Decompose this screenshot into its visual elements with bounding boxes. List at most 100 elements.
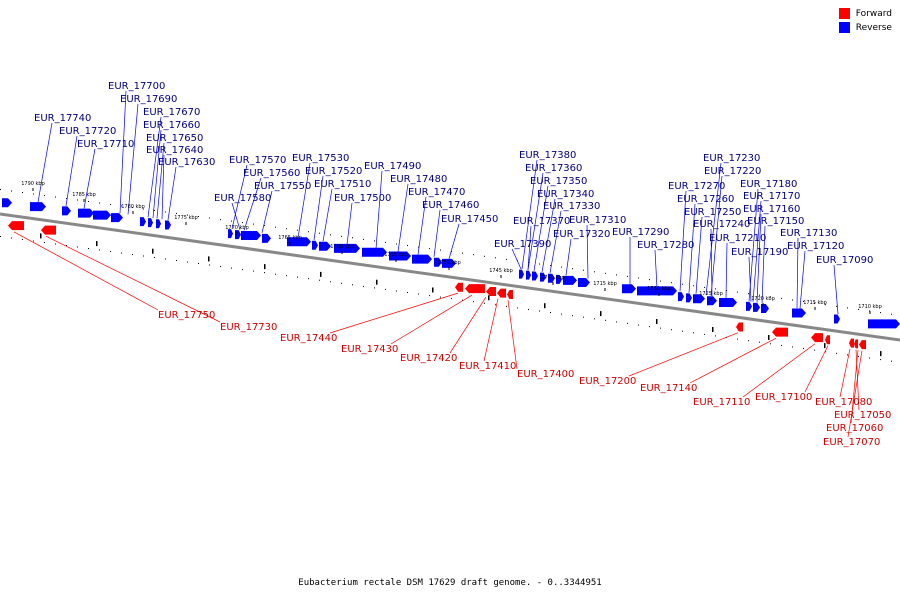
reverse-leader-line [448,223,460,259]
dot [726,290,727,291]
dot [506,305,507,307]
reverse-leader-line [586,224,589,279]
reverse-gene-label: EUR_17120 [787,241,844,252]
tick-label: 1725 kbp [699,291,723,297]
forward-gene-label: EUR_17140 [640,383,697,394]
dot [748,340,749,342]
reverse-gene-arrow [434,257,442,267]
dot [242,269,243,271]
reverse-gene-arrow [241,230,261,240]
tick-label: 1730 kbp [647,286,671,292]
reverse-leader-line [527,225,532,270]
label-leader-lines [13,90,863,438]
dot [363,238,364,240]
dot [264,272,265,274]
dot [308,231,309,233]
reverse-gene-label: EUR_17240 [693,219,750,230]
forward-leader-line [390,294,473,345]
reverse-leader-line [565,238,572,276]
reverse-gene-label: EUR_17570 [229,155,286,166]
dot [165,211,166,213]
dot [781,297,782,299]
forward-leader-line [839,348,851,398]
reverse-gene-arrow [540,272,546,282]
dot [55,196,56,198]
tick-labels: 1790 kbp 1785 kbp 1780 kbp 1775 kbp 1770 kbp… [21,181,882,314]
reverse-gene-label: EUR_17470 [408,187,465,198]
reverse-leader-line [752,200,762,302]
forward-leader-line [483,298,499,362]
reverse-gene-label: EUR_17490 [364,161,421,172]
dot [638,324,639,326]
reverse-gene-arrow [693,294,705,304]
minor-tick [96,241,98,247]
reverse-leader-line [297,162,311,238]
dot [418,293,419,295]
dot [66,198,67,199]
dot [110,251,111,252]
dot [440,249,441,251]
dot [594,271,595,273]
reverse-gene-arrow [622,284,636,294]
reverse-gene-arrow [548,273,555,283]
reverse-gene-arrow [637,286,677,296]
tick-label: 1765 kbp [278,235,302,241]
reverse-gene-arrow [868,319,900,329]
dot [264,225,265,227]
forward-gene-arrow [455,282,463,292]
dot [396,290,397,292]
reverse-leader-line [433,209,441,257]
dot [374,287,375,289]
reverse-leader-line [83,148,96,209]
reverse-gene-arrow [165,220,171,230]
forward-leader-line [507,300,518,370]
forward-gene-label: EUR_17200 [579,376,636,387]
forward-gene-arrow [497,288,506,298]
forward-leader-line [628,332,739,377]
dot [550,312,551,313]
reverse-leader-line [397,183,409,252]
dot [484,302,485,304]
reverse-gene-label: EUR_17360 [525,163,582,174]
reverse-leader-line [748,188,759,302]
reverse-leader-line [541,198,556,272]
dot [231,267,232,269]
dot [451,298,452,300]
minor-tick [376,279,378,285]
dot [286,275,287,277]
dot [583,269,584,271]
tick-label: 1720 kbp [751,296,775,302]
tick-label: 1715 kbp [593,281,617,287]
legend-reverse: Reverse [838,22,892,33]
reverse-leader-line [521,159,538,270]
tick-dots [0,189,892,362]
dot [506,258,507,260]
dot [88,201,89,202]
reverse-gene-arrow [111,213,123,223]
dot [220,219,221,221]
forward-gene-label: EUR_17420 [400,353,457,364]
dot [77,199,78,201]
reverse-gene-arrow [792,308,806,318]
forward-gene-arrow [8,221,24,231]
dot [660,327,661,329]
dot [220,266,221,268]
dot [77,246,78,248]
forward-gene-label: EUR_17730 [220,322,277,333]
reverse-gene-label: EUR_17370 [513,216,570,227]
dot [198,216,199,217]
dot [792,299,793,301]
forward-gene-label: EUR_17050 [834,410,891,421]
dot [451,251,452,253]
dot [176,260,177,261]
reverse-gene-label: EUR_17510 [314,179,371,190]
forward-leader-line [449,296,487,354]
reverse-gene-label: EUR_17340 [537,189,594,200]
forward-gene-label: EUR_17110 [693,397,750,408]
legend-reverse-label: Reverse [855,22,892,33]
dot [286,228,287,230]
reverse-gene-label: EUR_17550 [254,181,311,192]
dot [341,282,342,284]
reverse-gene-label: EUR_17640 [146,145,203,156]
dot [418,246,419,248]
